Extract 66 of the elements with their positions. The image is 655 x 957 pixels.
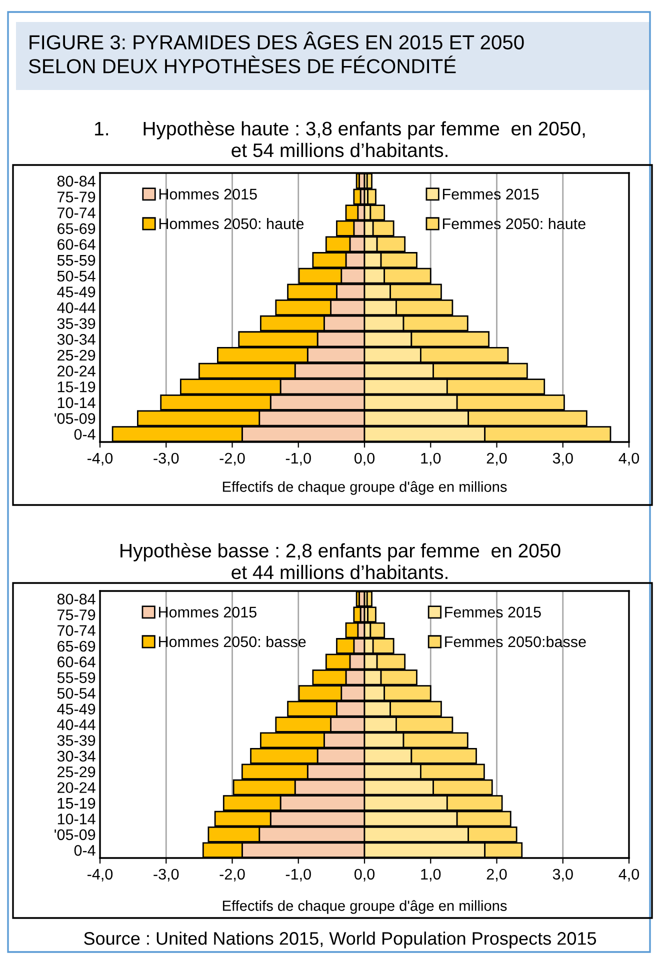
x-tick-label: -4,0 <box>88 452 113 466</box>
y-tick-label: 35-39 <box>57 318 96 330</box>
y-tick-label: 10-14 <box>58 814 96 824</box>
x-tick-label: -4,0 <box>88 868 113 882</box>
x-axis-title: Effectifs de chaque groupe d'âge en millions <box>222 481 507 495</box>
y-tick-label: 50-54 <box>57 270 96 282</box>
x-tick-label: 0,0 <box>354 452 375 466</box>
x-tick-label: -2,0 <box>220 868 245 882</box>
legend-label: Femmes 2015 <box>445 606 541 618</box>
x-tick-label: 2,0 <box>486 868 507 882</box>
x-tick-label: -3,0 <box>154 452 179 466</box>
y-tick-label: 30-34 <box>57 334 96 345</box>
y-tick-label: 0-4 <box>74 845 96 856</box>
y-tick-label: '05-09 <box>54 829 96 840</box>
y-tick-label: 15-19 <box>58 381 96 392</box>
y-tick-label: 15-19 <box>58 798 96 809</box>
chart-subtitle: Hypothèse basse : 2,8 enfants par femme en 2050 et 44 millions d’habitants. <box>120 543 560 580</box>
y-tick-label: 80-84 <box>57 176 96 187</box>
chart-subtitle: 1. Hypothèse haute : 3,8 enfants par femme en 2050, et 54 millions d’habitants. <box>95 121 585 158</box>
y-tick-label: 40-44 <box>57 719 96 730</box>
y-tick-label: 45-49 <box>57 286 96 298</box>
legend-label: Hommes 2050: haute <box>159 218 304 230</box>
y-tick-label: 55-59 <box>57 254 96 266</box>
x-tick-label: 0,0 <box>354 868 375 882</box>
y-tick-label: 20-24 <box>58 366 96 376</box>
y-tick-label: 35-39 <box>57 735 96 746</box>
legend-label: Femmes 2050:basse <box>445 636 586 648</box>
x-tick-label: -3,0 <box>154 868 179 882</box>
y-tick-label: 40-44 <box>57 302 96 314</box>
y-tick-label: '05-09 <box>54 413 96 424</box>
y-tick-label: 70-74 <box>58 625 96 636</box>
legend-label: Hommes 2050: basse <box>159 636 306 648</box>
y-tick-label: 60-64 <box>58 656 96 668</box>
y-tick-label: 70-74 <box>58 207 96 218</box>
legend-label: Femmes 2050: haute <box>442 218 586 230</box>
y-tick-label: 30-34 <box>57 750 96 762</box>
x-tick-label: -1,0 <box>286 868 311 882</box>
x-tick-label: 3,0 <box>552 868 573 882</box>
source-note: Source : United Nations 2015, World Population Prospects 2015 <box>84 932 596 948</box>
x-tick-label: 1,0 <box>421 868 441 882</box>
x-tick-label: 4,0 <box>618 868 640 882</box>
y-tick-label: 50-54 <box>57 688 96 699</box>
legend-label: Femmes 2015 <box>442 188 539 200</box>
x-tick-label: 3,0 <box>552 452 573 466</box>
y-tick-label: 75-79 <box>58 192 96 202</box>
legend-label: Hommes 2015 <box>159 606 256 618</box>
x-tick-label: -2,0 <box>220 452 245 466</box>
y-tick-label: 0-4 <box>74 428 96 440</box>
y-tick-label: 80-84 <box>57 594 96 605</box>
y-tick-label: 60-64 <box>58 239 96 250</box>
y-tick-label: 25-29 <box>58 350 96 361</box>
y-tick-label: 25-29 <box>58 766 96 778</box>
y-tick-label: 20-24 <box>58 782 96 794</box>
x-tick-label: 2,0 <box>486 452 507 466</box>
y-tick-label: 55-59 <box>57 672 96 684</box>
x-tick-label: 4,0 <box>618 452 640 466</box>
x-tick-label: -1,0 <box>286 452 311 466</box>
x-tick-label: 1,0 <box>421 452 441 466</box>
y-tick-label: 10-14 <box>58 397 96 408</box>
x-axis-title: Effectifs de chaque groupe d'âge en millions <box>222 900 507 914</box>
chart-title: FIGURE 3: PYRAMIDES DES ÂGES EN 2015 ET 2050 SELON DEUX HYPOTHÈSES DE FÉCONDITÉ <box>28 32 524 74</box>
y-tick-label: 45-49 <box>57 704 96 714</box>
y-tick-label: 75-79 <box>58 609 96 620</box>
y-tick-label: 65-69 <box>58 640 96 652</box>
legend-label: Hommes 2015 <box>159 188 257 200</box>
y-tick-label: 65-69 <box>58 223 96 234</box>
